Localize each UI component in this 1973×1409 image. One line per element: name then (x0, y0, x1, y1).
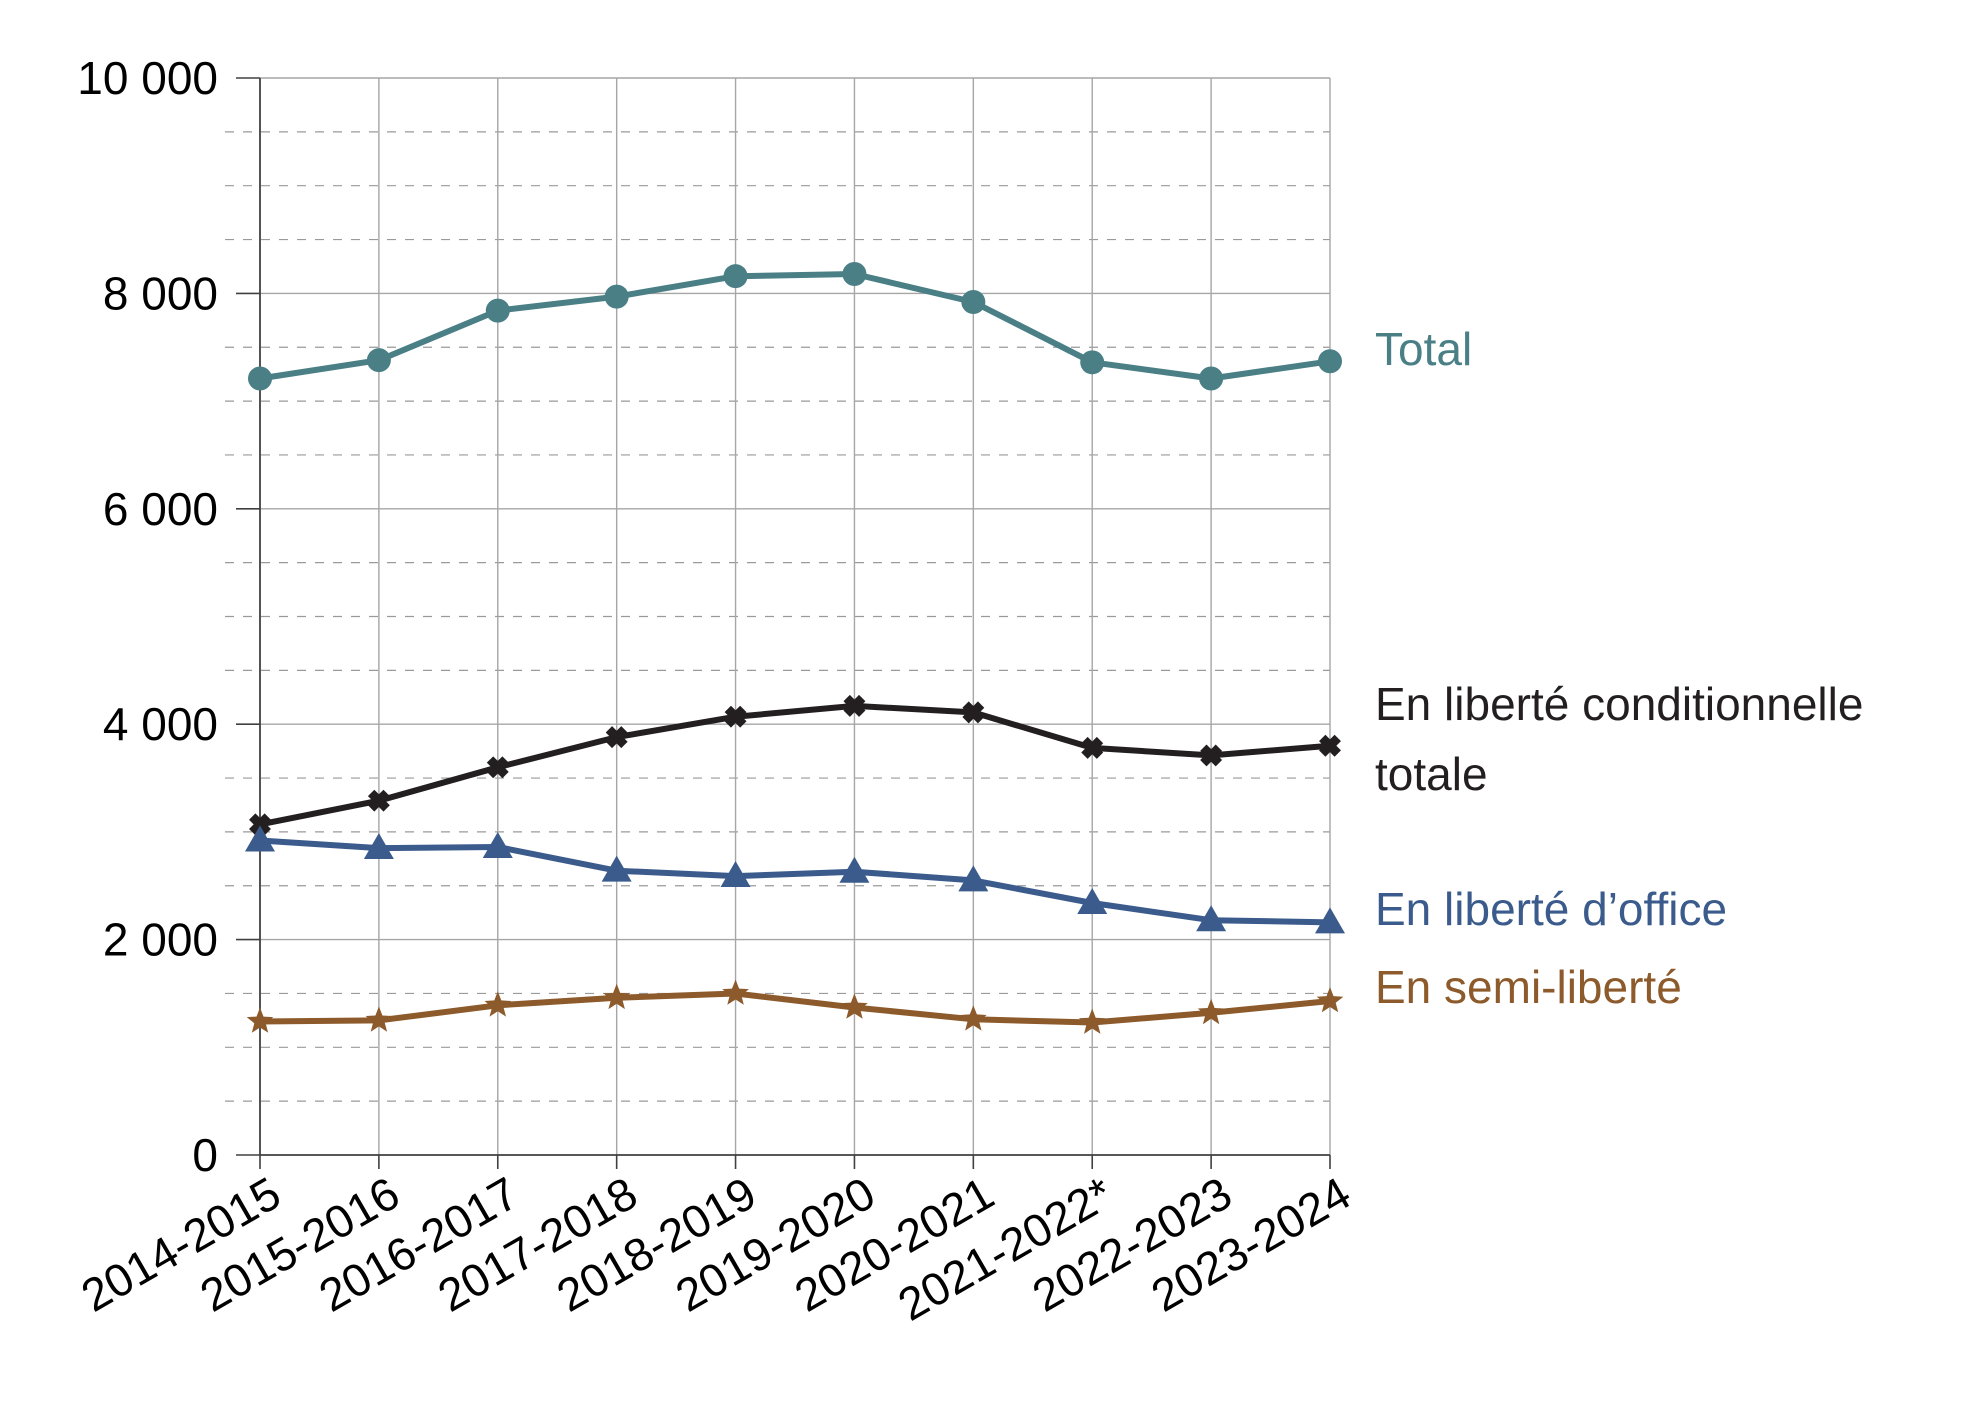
data-point (486, 756, 509, 779)
series-label-line: En liberté conditionnelle (1375, 678, 1863, 730)
data-point (246, 1007, 274, 1033)
data-point (723, 264, 748, 289)
data-point (1319, 734, 1341, 757)
data-point (839, 856, 870, 883)
data-point (367, 789, 390, 812)
series-line (257, 271, 1333, 382)
data-point (1080, 350, 1105, 375)
data-point (1077, 887, 1108, 914)
data-point (961, 290, 986, 315)
data-point (245, 825, 275, 852)
series-line (257, 990, 1333, 1026)
data-point (1081, 736, 1104, 759)
data-point (843, 694, 866, 717)
data-point (485, 298, 510, 323)
y-tick-label: 10 000 (77, 52, 218, 104)
data-point (962, 701, 985, 724)
data-point (1318, 349, 1342, 374)
data-point (722, 979, 749, 1005)
series-line (257, 702, 1333, 828)
data-point (601, 855, 632, 882)
data-point (482, 831, 513, 858)
series-label-line: Total (1375, 323, 1472, 375)
data-point (958, 865, 989, 892)
grid (225, 77, 1331, 1155)
series-label-line: En liberté d’office (1375, 883, 1727, 935)
series-label-line: En semi-liberté (1375, 961, 1682, 1013)
data-point (842, 262, 867, 287)
data-point (724, 705, 747, 728)
data-point (603, 983, 630, 1010)
data-point (1316, 987, 1344, 1013)
data-point (604, 284, 629, 309)
series-label: Total (1375, 323, 1472, 375)
data-point (1078, 1008, 1106, 1034)
data-point (720, 861, 751, 888)
data-point (249, 813, 271, 836)
data-point (605, 726, 628, 749)
data-point (248, 366, 272, 391)
data-point (484, 991, 512, 1017)
series-label-line: totale (1375, 748, 1488, 800)
data-point (1199, 366, 1224, 391)
y-tick-label: 2 000 (103, 914, 218, 966)
data-point (1200, 744, 1223, 767)
data-point (365, 1006, 393, 1032)
data-point (1196, 905, 1227, 932)
data-point (841, 993, 868, 1019)
y-tick-label: 8 000 (103, 267, 218, 319)
data-point (363, 833, 394, 860)
data-point (366, 348, 391, 373)
y-tick-label: 6 000 (103, 483, 218, 535)
series-label: En liberté conditionnelle totale (1375, 678, 1863, 800)
series-layer (245, 262, 1345, 1034)
y-tick-label: 0 (192, 1129, 218, 1181)
series-label: En semi-liberté (1375, 961, 1682, 1013)
data-point (1197, 998, 1225, 1025)
series-line (257, 837, 1333, 926)
data-point (1315, 907, 1345, 934)
y-tick-label: 4 000 (103, 698, 218, 750)
series-label: En liberté d’office (1375, 883, 1727, 935)
data-point (960, 1005, 987, 1031)
